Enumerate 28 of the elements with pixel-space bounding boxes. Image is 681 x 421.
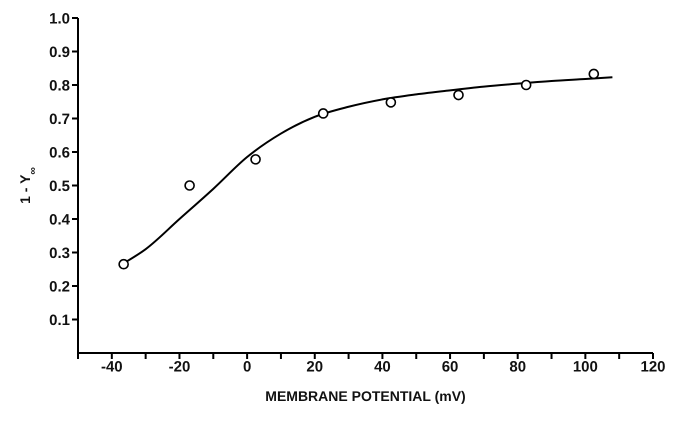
point bbox=[250, 154, 261, 165]
x-tick-label: 20 bbox=[306, 358, 324, 376]
point bbox=[453, 90, 464, 100]
x-tick-label: 120 bbox=[640, 358, 666, 376]
y-tick-label: 0.6 bbox=[49, 144, 70, 162]
point bbox=[386, 97, 396, 108]
point bbox=[318, 108, 329, 119]
y-tick-label: 0.3 bbox=[49, 244, 70, 262]
x-axis-title: MEMBRANE POTENTIAL (mV) bbox=[265, 388, 466, 404]
y-tick-label: 0.9 bbox=[49, 44, 70, 61]
x-tick-label: 0 bbox=[242, 358, 252, 376]
y-tick-label: 0.5 bbox=[49, 178, 70, 195]
x-tick-label: 40 bbox=[374, 358, 391, 376]
point bbox=[118, 258, 129, 270]
x-tick-label: 100 bbox=[572, 358, 598, 376]
y-tick-label: 0.2 bbox=[49, 278, 70, 296]
y-tick-label: 0.7 bbox=[49, 110, 70, 128]
point bbox=[588, 68, 600, 80]
x-tick-label: -40 bbox=[100, 358, 123, 376]
x-tick-label: -20 bbox=[168, 358, 190, 376]
x-tick-label: 60 bbox=[442, 358, 458, 376]
x-tick-label: 80 bbox=[509, 358, 526, 376]
point bbox=[520, 80, 532, 90]
point bbox=[184, 180, 195, 191]
y-tick-label: 0.4 bbox=[49, 211, 71, 228]
y-tick-label: 0.1 bbox=[49, 312, 70, 329]
y-tick-label: 0.8 bbox=[49, 77, 70, 94]
y-tick-label: 1.0 bbox=[49, 10, 70, 28]
